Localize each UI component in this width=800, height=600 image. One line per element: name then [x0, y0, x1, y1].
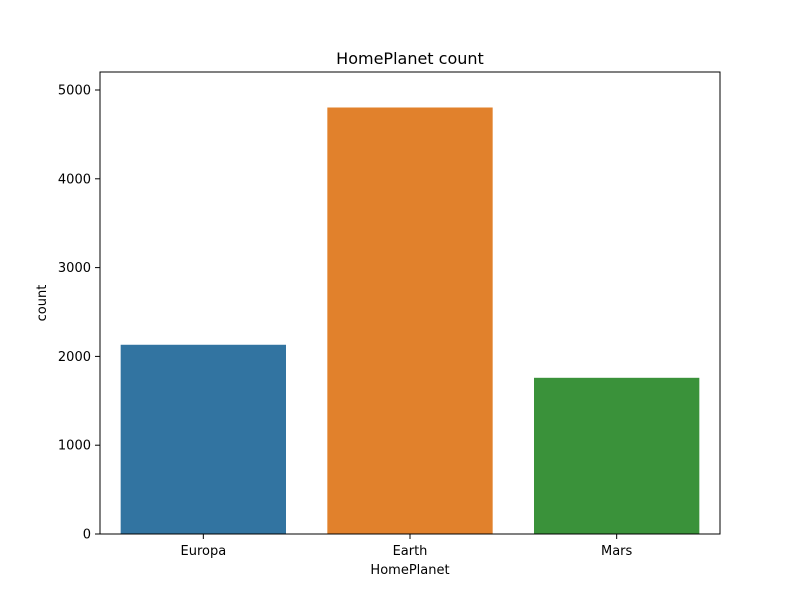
x-tick-label: Europa — [180, 544, 226, 559]
bar-mars — [534, 377, 700, 534]
y-axis-label: count — [35, 285, 50, 322]
x-axis-ticks: Europa Earth Mars — [180, 534, 633, 559]
y-tick-label: 5000 — [58, 84, 91, 99]
y-tick-label: 2000 — [58, 350, 91, 365]
x-axis-label: HomePlanet — [370, 563, 449, 578]
chart-title: HomePlanet count — [336, 49, 484, 68]
y-axis-ticks: 0 1000 2000 3000 4000 5000 — [58, 84, 100, 543]
bar-earth — [327, 107, 493, 535]
x-tick-label: Earth — [393, 544, 428, 559]
y-tick-label: 3000 — [58, 261, 91, 276]
x-tick-label: Mars — [601, 544, 633, 559]
y-tick-label: 4000 — [58, 172, 91, 187]
bars-group — [120, 107, 700, 535]
y-tick-label: 1000 — [58, 439, 91, 454]
bar-europa — [120, 344, 287, 534]
y-tick-label: 0 — [83, 528, 91, 543]
plot-area-frame — [99, 71, 721, 535]
